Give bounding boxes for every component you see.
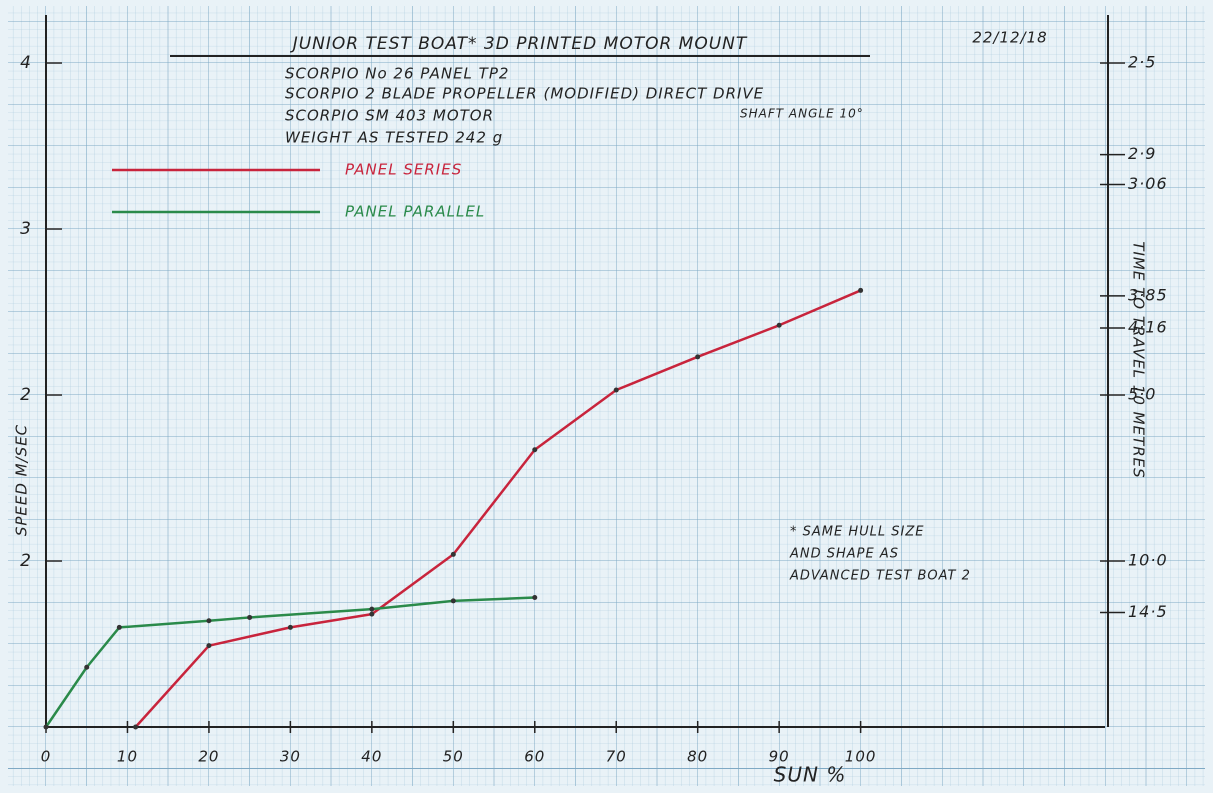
note: SCORPIO SM 403 MOTOR bbox=[285, 107, 494, 125]
x-tick-label: 70 bbox=[606, 748, 627, 766]
data-point bbox=[532, 447, 537, 452]
data-point bbox=[369, 612, 374, 617]
legend-label: PANEL SERIES bbox=[345, 161, 462, 179]
data-point bbox=[777, 323, 782, 328]
y2-tick-label: 4·16 bbox=[1128, 317, 1168, 336]
chart: JUNIOR TEST BOAT* 3D PRINTED MOTOR MOUNT… bbox=[0, 0, 1213, 793]
data-point bbox=[288, 625, 293, 630]
chart-title: JUNIOR TEST BOAT* 3D PRINTED MOTOR MOUNT bbox=[290, 34, 748, 54]
data-point bbox=[206, 618, 211, 623]
y2-tick-label: 2·5 bbox=[1128, 53, 1156, 72]
note: SHAFT ANGLE 10° bbox=[740, 107, 864, 121]
y-tick-label: 3 bbox=[20, 219, 32, 239]
x-axis-label: SUN % bbox=[774, 763, 847, 787]
x-tick-label: 20 bbox=[198, 748, 219, 766]
data-point bbox=[206, 643, 211, 648]
x-tick-label: 30 bbox=[280, 748, 301, 766]
data-point bbox=[247, 615, 252, 620]
data-point bbox=[532, 595, 537, 600]
data-point bbox=[133, 725, 138, 730]
data-point bbox=[451, 552, 456, 557]
data-point bbox=[117, 625, 122, 630]
note: SCORPIO No 26 PANEL TP2 bbox=[285, 65, 509, 83]
x-tick-label: 40 bbox=[361, 748, 382, 766]
data-point bbox=[451, 598, 456, 603]
x-tick-label: 100 bbox=[845, 748, 877, 766]
legend-label: PANEL PARALLEL bbox=[345, 203, 485, 221]
y2-tick-label: 10·0 bbox=[1128, 551, 1168, 570]
data-point bbox=[369, 607, 374, 612]
x-tick-label: 60 bbox=[524, 748, 545, 766]
y2-tick-label: 5·0 bbox=[1128, 385, 1156, 404]
note: SCORPIO 2 BLADE PROPELLER (MODIFIED) DIR… bbox=[285, 85, 764, 103]
note: WEIGHT AS TESTED 242 g bbox=[285, 129, 503, 147]
data-point bbox=[858, 288, 863, 293]
y-axis-label: SPEED M/SEC bbox=[13, 424, 31, 536]
y2-tick-label: 3·85 bbox=[1128, 285, 1168, 304]
data-point bbox=[84, 665, 89, 670]
data-point bbox=[614, 388, 619, 393]
annotation: * SAME HULL SIZE bbox=[790, 525, 924, 540]
x-tick-label: 50 bbox=[443, 748, 464, 766]
y2-tick-label: 2·9 bbox=[1128, 144, 1156, 163]
y2-tick-label: 14·5 bbox=[1128, 602, 1168, 621]
data-point bbox=[695, 354, 700, 359]
y-tick-label: 2 bbox=[20, 385, 32, 405]
data-point bbox=[44, 725, 49, 730]
x-tick-label: 0 bbox=[41, 748, 52, 766]
date: 22/12/18 bbox=[972, 29, 1047, 47]
y2-axis-label: TIME TO TRAVEL 10 METRES bbox=[1130, 241, 1148, 478]
y2-tick-label: 3·06 bbox=[1128, 174, 1168, 193]
x-tick-label: 80 bbox=[687, 748, 708, 766]
y-tick-label: 4 bbox=[20, 53, 32, 73]
y-tick-label: 2 bbox=[20, 551, 32, 571]
annotation: ADVANCED TEST BOAT 2 bbox=[789, 569, 971, 584]
x-tick-label: 90 bbox=[769, 748, 790, 766]
annotation: AND SHAPE AS bbox=[789, 547, 899, 562]
x-tick-label: 10 bbox=[117, 748, 138, 766]
